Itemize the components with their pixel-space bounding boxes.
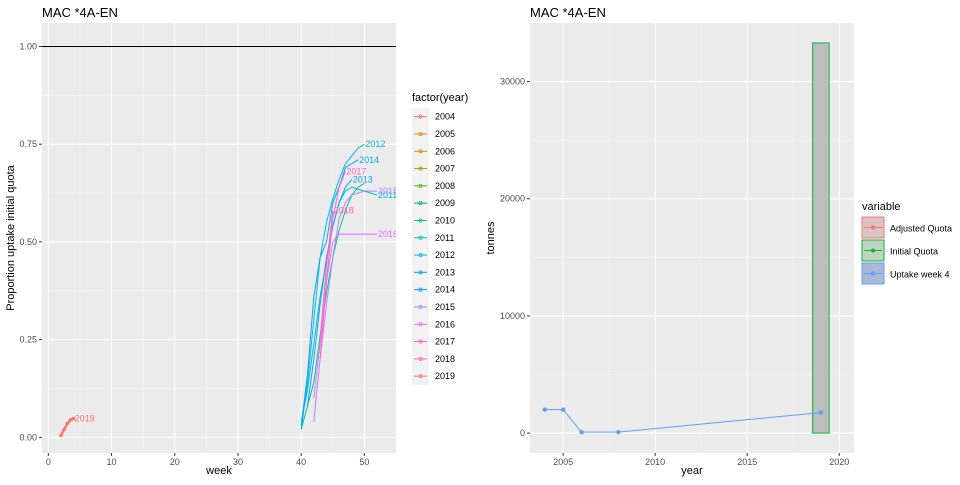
legend-label: 2006 — [435, 146, 455, 156]
y-tick-label: 1.00 — [19, 41, 37, 51]
x-tick-label: 30 — [233, 457, 243, 467]
legend-key-point — [418, 287, 423, 292]
series-label: 2018 — [334, 206, 354, 216]
legend-title: factor(year) — [412, 92, 468, 104]
series-line-2012 — [300, 143, 365, 430]
legend-key-point — [418, 235, 423, 240]
legend-key-point — [418, 253, 423, 258]
x-tick-label: 2005 — [553, 457, 573, 467]
legend-key-point — [418, 131, 423, 136]
legend-label: 2019 — [435, 371, 455, 381]
series-label: 2012 — [365, 139, 385, 149]
x-axis-label: year — [681, 465, 703, 477]
y-tick-label: 0 — [520, 428, 525, 438]
legend-label: 2008 — [435, 181, 455, 191]
legend-key-point — [418, 304, 423, 309]
legend-key-point — [418, 339, 423, 344]
data-point — [68, 417, 73, 422]
x-tick-label: 2015 — [737, 457, 757, 467]
legend-title: variable — [862, 201, 901, 213]
legend-key-point — [871, 248, 875, 253]
y-tick-label: 0.00 — [19, 432, 37, 442]
legend-label: 2009 — [435, 198, 455, 208]
legend-key-point — [418, 322, 423, 327]
legend-key-point — [418, 183, 423, 188]
legend-label: 2012 — [435, 250, 455, 260]
plot-panel — [530, 23, 854, 453]
data-point — [579, 429, 584, 435]
legend-label: Uptake week 4 — [890, 270, 950, 280]
legend-label: 2014 — [435, 285, 455, 295]
legend-label: 2015 — [435, 302, 455, 312]
legend-key-point — [418, 166, 423, 171]
plot-marks: 2011 2012 2013 2014 2015 2016 2017 2018 2019 — [42, 45, 398, 438]
series-label: 2011 — [378, 190, 397, 200]
chart-title: MAC *4A-EN — [530, 5, 606, 20]
series-line-2017 — [319, 171, 346, 360]
legend-label: 2017 — [435, 337, 455, 347]
x-tick-label: 50 — [359, 457, 369, 467]
legend-label: 2011 — [435, 233, 454, 243]
y-tick-label: 10000 — [500, 311, 525, 321]
legend-key-point — [418, 374, 423, 379]
x-tick-label: 40 — [296, 457, 306, 467]
x-tick-label: 0 — [46, 457, 51, 467]
y-tick-label: 0.25 — [19, 335, 37, 345]
data-point — [616, 429, 621, 435]
series-label: 2019 — [75, 414, 95, 424]
series-line-2010 — [300, 182, 365, 430]
legend-key-point — [418, 201, 423, 206]
data-point — [59, 433, 63, 438]
legend-label: Initial Quota — [890, 247, 938, 257]
series-line-2015 — [313, 190, 377, 422]
data-point — [62, 427, 66, 432]
legend-label: 2007 — [435, 164, 455, 174]
series-label: 2015 — [378, 186, 398, 196]
series-line-2016 — [313, 233, 377, 399]
series-label: 2017 — [346, 167, 366, 177]
legend-key-point — [418, 356, 423, 361]
legend-label: 2016 — [435, 319, 455, 329]
legend-key-point — [871, 271, 875, 276]
legend-key-point — [418, 114, 423, 119]
x-axis-label: week — [205, 465, 232, 477]
series-label: 2013 — [353, 174, 373, 184]
y-tick-label: 30000 — [500, 77, 525, 87]
legend-key-point — [871, 225, 875, 230]
legend-label: 2005 — [435, 129, 455, 139]
x-tick-label: 10 — [107, 457, 117, 467]
legend-label: Adjusted Quota — [890, 224, 952, 234]
legend-key-point — [418, 149, 423, 154]
series-label: 2014 — [359, 155, 379, 165]
y-tick-label: 0.75 — [19, 139, 37, 149]
legend-label: 2013 — [435, 267, 455, 277]
legend-label: 2004 — [435, 112, 455, 122]
legend-key-point — [418, 270, 423, 275]
data-point — [65, 421, 70, 426]
data-point — [560, 407, 566, 412]
data-point — [818, 410, 824, 415]
y-tick-label: 0.50 — [19, 237, 37, 247]
series-line-2014 — [300, 159, 359, 426]
data-point — [542, 407, 547, 412]
series-label: 2016 — [378, 229, 398, 239]
x-tick-label: 2010 — [645, 457, 665, 467]
y-axis-label: Proportion uptake initial quota — [5, 164, 17, 310]
legend-key-point — [418, 218, 423, 223]
y-axis-label: tonnes — [485, 221, 497, 255]
chart-title: MAC *4A-EN — [42, 5, 118, 20]
plot-marks — [542, 42, 830, 435]
data-point — [71, 416, 76, 421]
x-tick-label: 2020 — [829, 457, 849, 467]
legend-label: 2010 — [435, 215, 455, 225]
y-tick-label: 20000 — [500, 194, 525, 204]
x-tick-label: 20 — [170, 457, 180, 467]
quota-bar — [812, 42, 830, 434]
legend-label: 2018 — [435, 354, 455, 364]
series-line-2018 — [319, 210, 334, 340]
